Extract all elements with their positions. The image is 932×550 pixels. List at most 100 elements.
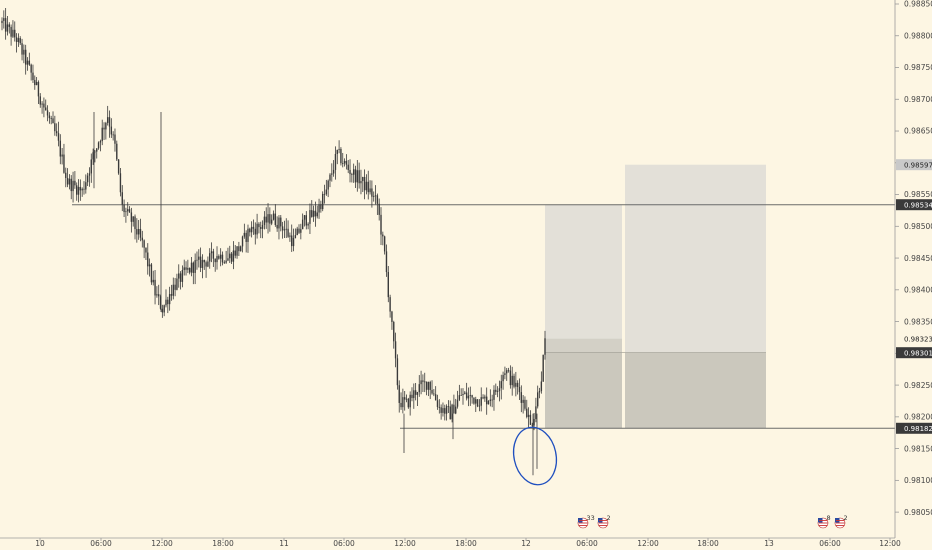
candle-body	[278, 217, 280, 229]
event-flag[interactable]: 2	[597, 514, 611, 529]
candle-body	[487, 400, 490, 405]
candle-body	[103, 127, 105, 130]
candle-body	[114, 134, 116, 144]
candle-body	[409, 394, 411, 408]
event-flag[interactable]: 33	[577, 514, 595, 529]
candle-body	[465, 392, 468, 399]
candle-body	[65, 172, 67, 179]
candle-body	[232, 250, 235, 262]
time-tick-label: 06:00	[90, 539, 112, 548]
candle-body	[12, 29, 14, 37]
candle-body	[493, 389, 495, 400]
event-flags[interactable]: 33 2 8 2	[577, 514, 848, 529]
annotation-ellipse[interactable]	[508, 423, 561, 488]
candle-body	[243, 232, 246, 237]
candle-body	[254, 228, 256, 235]
candle-body	[163, 305, 165, 313]
candle-body	[154, 279, 156, 296]
candle-body	[343, 160, 346, 164]
candle-body	[460, 395, 462, 396]
candle-body	[542, 354, 544, 382]
candle-body	[161, 308, 164, 313]
candle-body	[46, 110, 49, 116]
price-badges: 0.98597 0.98534 0.98323 0.98301 0.98182	[896, 159, 932, 434]
candle-body	[26, 60, 29, 65]
candle-body	[396, 358, 399, 386]
candle-body	[300, 229, 302, 233]
candle-body	[136, 229, 138, 235]
candle-body	[329, 174, 331, 181]
candle-body	[260, 227, 262, 229]
candle-body	[267, 214, 269, 223]
candle-body	[442, 408, 444, 413]
price-badge-bg	[896, 333, 932, 345]
candle-body	[178, 273, 180, 279]
candle-body	[535, 406, 537, 420]
candle-body	[241, 236, 244, 247]
candle-body	[123, 204, 125, 213]
price-tick-label: 0.98700	[904, 95, 932, 104]
candle-body	[301, 219, 304, 230]
candle-body	[10, 26, 12, 37]
event-flag[interactable]: 8	[817, 514, 831, 529]
candle-body	[307, 223, 309, 226]
candle-body	[336, 149, 338, 154]
price-tick-label: 0.98150	[904, 444, 932, 453]
candle-body	[86, 175, 89, 183]
candle-body	[467, 395, 470, 399]
projection-box-dark[interactable]	[625, 352, 766, 429]
price-badge-bg	[896, 347, 932, 359]
candle-body	[141, 237, 144, 241]
candle-body	[68, 178, 71, 185]
price-tick-label: 0.98650	[904, 127, 932, 136]
projection-box-light[interactable]	[545, 204, 622, 353]
candle-body	[416, 392, 419, 395]
candle-body	[185, 267, 187, 270]
time-axis[interactable]: 10 06:00 12:00 18:00 11 06:00 12:00 18:00 12 06:0…	[35, 538, 901, 548]
candle-body	[19, 38, 21, 44]
candle-body	[475, 399, 477, 404]
price-badge-label: 0.98534	[904, 201, 932, 209]
candle-body	[462, 393, 464, 396]
candle-body	[234, 250, 236, 256]
candle-body	[283, 229, 286, 231]
candle-body	[17, 38, 20, 43]
candle-body	[383, 236, 386, 252]
candle-body	[455, 406, 457, 414]
event-flag[interactable]: 2	[834, 514, 848, 529]
candle-body	[424, 381, 426, 383]
projection-box-light[interactable]	[625, 164, 766, 353]
candle-body	[291, 235, 293, 247]
candle-body	[358, 170, 360, 184]
price-badge-label: 0.98323	[904, 335, 932, 343]
candle-body	[170, 294, 173, 296]
time-tick-label: 10	[35, 539, 45, 548]
candle-body	[531, 424, 533, 426]
candle-body	[70, 178, 72, 192]
candle-body	[345, 160, 348, 165]
candle-body	[74, 180, 76, 186]
candle-body	[280, 217, 282, 227]
candle-body	[537, 392, 539, 407]
candle-body	[172, 284, 174, 296]
price-badge-label: 0.98301	[904, 349, 932, 357]
candle-body	[400, 402, 402, 408]
projection-box-dark[interactable]	[545, 352, 622, 429]
candle-body	[79, 186, 82, 191]
candle-body	[55, 131, 58, 134]
candle-body	[325, 189, 328, 195]
candle-body	[28, 60, 31, 65]
candle-body	[30, 64, 32, 73]
candle-body	[99, 141, 102, 143]
candle-body	[374, 195, 377, 197]
event-count: 33	[587, 514, 595, 522]
candle-body	[496, 391, 499, 392]
time-tick-label: 12:00	[879, 539, 901, 548]
candle-body	[287, 228, 289, 237]
projection-box-mid[interactable]	[545, 338, 622, 353]
candle-body	[427, 382, 430, 390]
time-tick-label: 18:00	[455, 539, 477, 548]
candle-body	[97, 142, 100, 149]
